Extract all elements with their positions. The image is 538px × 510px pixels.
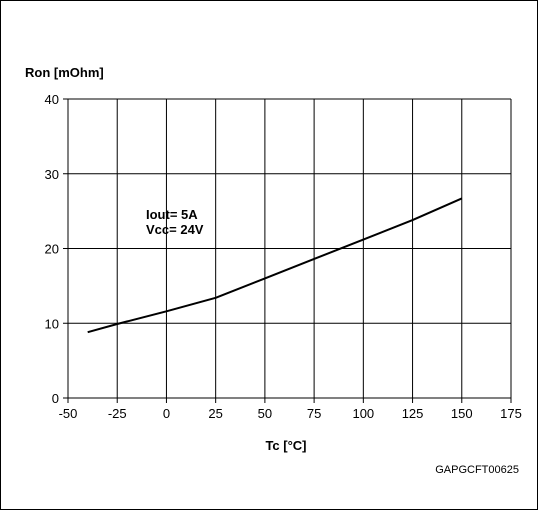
x-tick-label: 25 — [208, 406, 222, 421]
x-tick-label: -50 — [59, 406, 78, 421]
annotation-iout: Iout= 5A — [146, 207, 198, 222]
x-tick-label: 75 — [307, 406, 321, 421]
y-tick-label: 40 — [45, 92, 59, 107]
y-tick-label: 30 — [45, 167, 59, 182]
tick-labels: -50 -25 0 25 50 75 100 125 150 175 0 10 20 30 40 — [45, 92, 522, 421]
x-tick-label: 175 — [500, 406, 522, 421]
x-axis-label: Tc [°C] — [265, 438, 306, 453]
x-tick-label: -25 — [108, 406, 127, 421]
figure-code: GAPGCFT00625 — [435, 464, 519, 476]
x-tick-label: 150 — [451, 406, 473, 421]
x-tick-label: 50 — [258, 406, 272, 421]
x-tick-label: 100 — [352, 406, 374, 421]
grid-lines — [68, 98, 512, 398]
y-tick-label: 0 — [52, 391, 59, 406]
y-tick-label: 10 — [45, 316, 59, 331]
series-layer — [87, 197, 463, 334]
y-axis-label: Ron [mOhm] — [25, 65, 104, 80]
x-tick-label: 125 — [402, 406, 424, 421]
y-tick-label: 20 — [45, 242, 59, 257]
x-tick-label: 0 — [163, 406, 170, 421]
annotation-vcc: Vcc= 24V — [146, 222, 204, 237]
series-line-ron — [87, 197, 463, 334]
axes — [63, 98, 512, 403]
